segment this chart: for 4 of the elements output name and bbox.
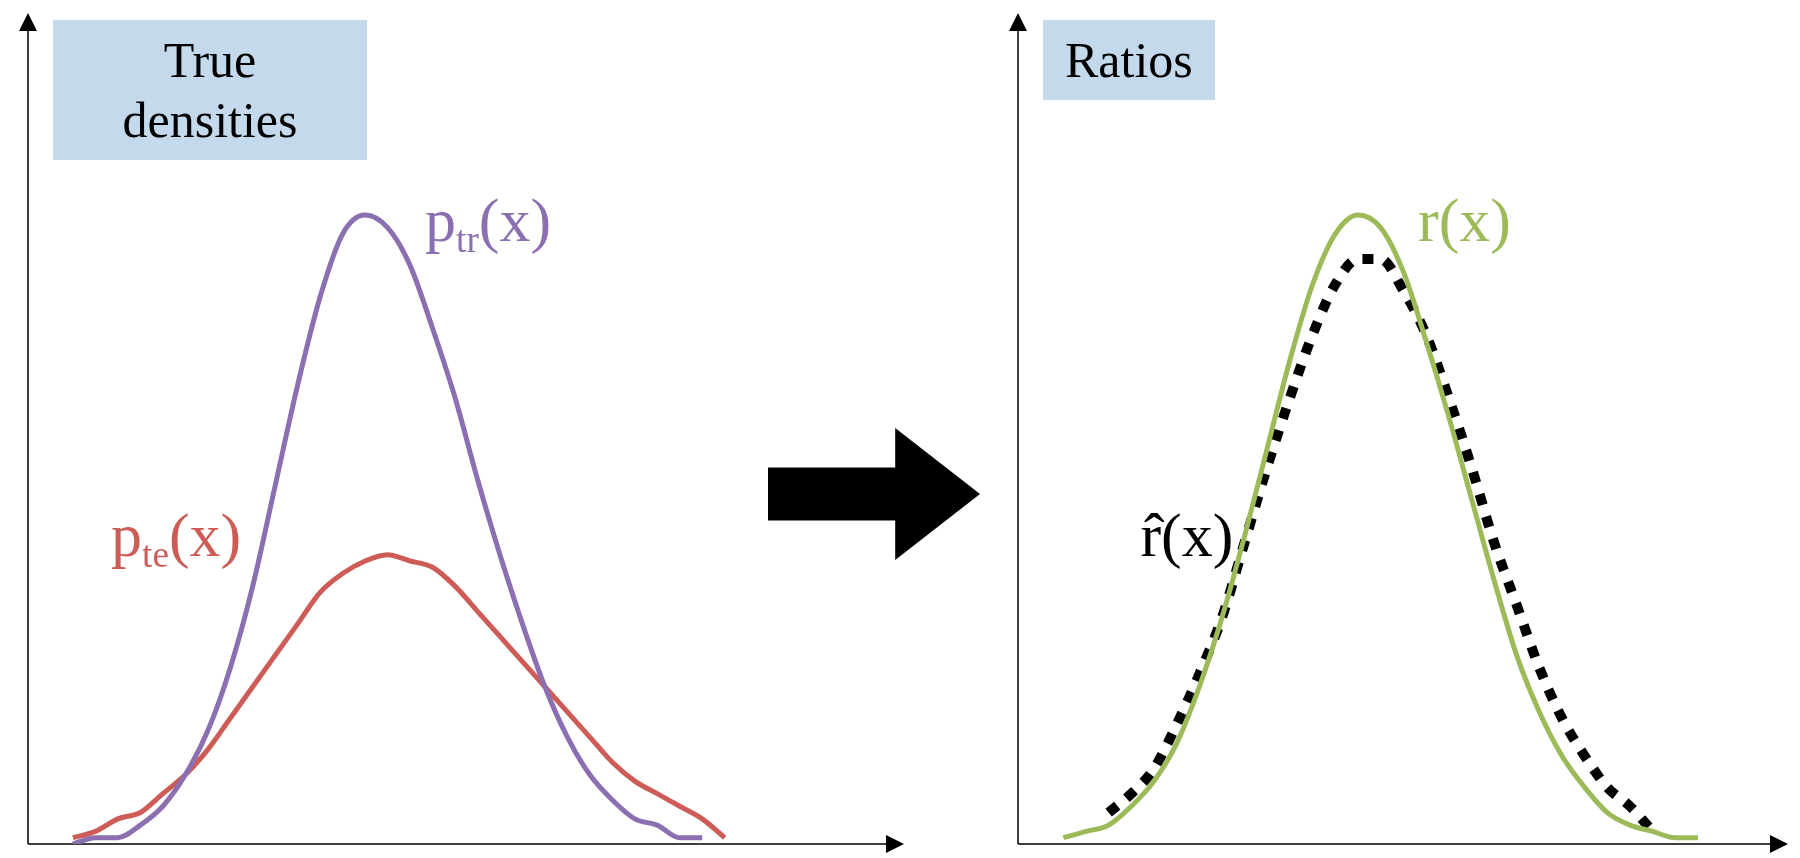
chart-title: Ratios: [1043, 20, 1215, 100]
series-label: r(x): [1418, 186, 1511, 256]
series-label: r̂(x): [1140, 500, 1234, 570]
chart-title: True densities: [53, 20, 367, 160]
